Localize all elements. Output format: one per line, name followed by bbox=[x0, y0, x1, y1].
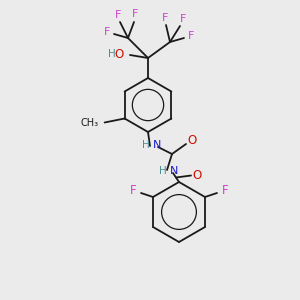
Text: F: F bbox=[188, 31, 194, 41]
Text: F: F bbox=[104, 27, 110, 37]
Text: O: O bbox=[115, 47, 124, 61]
Text: H: H bbox=[108, 49, 116, 59]
Text: N: N bbox=[153, 140, 161, 150]
Text: O: O bbox=[188, 134, 196, 148]
Text: CH₃: CH₃ bbox=[80, 118, 99, 128]
Text: H: H bbox=[142, 140, 150, 150]
Text: F: F bbox=[180, 14, 186, 24]
Text: F: F bbox=[115, 10, 121, 20]
Text: F: F bbox=[162, 13, 168, 23]
Text: F: F bbox=[130, 184, 136, 197]
Text: H: H bbox=[159, 166, 167, 176]
Text: N: N bbox=[170, 166, 178, 176]
Text: O: O bbox=[192, 169, 202, 182]
Text: F: F bbox=[222, 184, 228, 197]
Text: F: F bbox=[132, 9, 138, 19]
